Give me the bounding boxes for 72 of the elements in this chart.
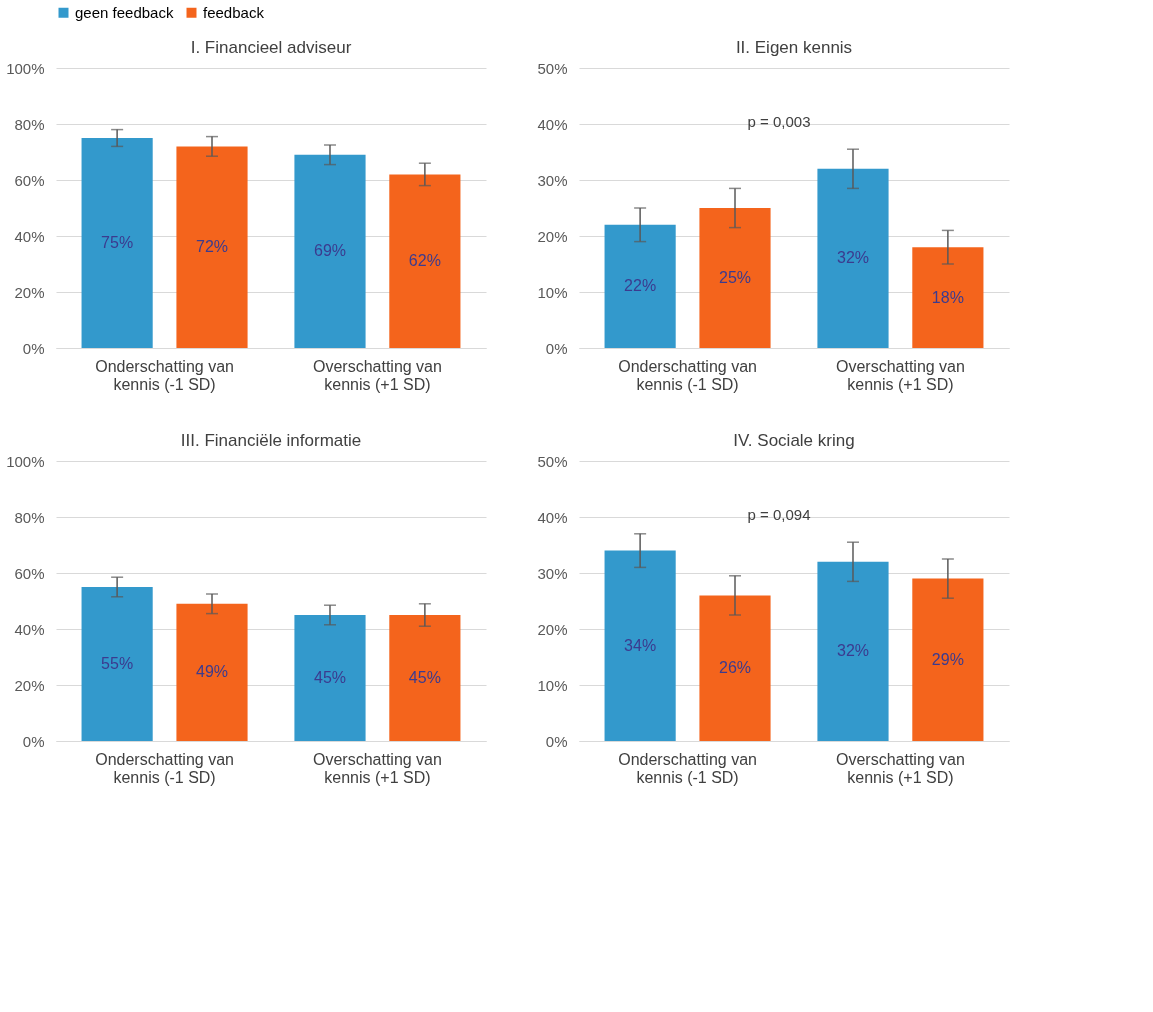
data-label: 69% (313, 242, 347, 260)
y-tick-label: 80% (14, 508, 45, 526)
data-label: 49% (195, 663, 229, 681)
data-label: 26% (718, 659, 752, 677)
data-label: 25% (718, 269, 752, 286)
y-tick-label: 10% (537, 676, 568, 694)
data-label: 32% (836, 642, 870, 660)
legend-label: geen feedback (75, 3, 174, 21)
data-label: 18% (931, 288, 964, 306)
bar (176, 146, 248, 348)
y-tick-label: 50% (537, 59, 568, 77)
y-tick-label: 20% (537, 227, 568, 245)
y-tick-label: 40% (537, 508, 568, 526)
bar (294, 154, 366, 348)
x-tick-label: Onderschatting van kennis (-1 SD) (95, 357, 234, 393)
chart-title: I. Financieel adviseur (190, 38, 352, 57)
bar (912, 247, 984, 348)
data-label: 72% (195, 238, 229, 256)
y-tick-label: 20% (14, 676, 45, 694)
data-label: 75% (101, 234, 134, 251)
x-tick-label: Overschatting van kennis (+1 SD) (835, 357, 965, 393)
y-tick-label: 100% (6, 59, 45, 77)
y-tick-label: 30% (537, 171, 568, 189)
y-tick-label: 100% (6, 452, 45, 470)
y-tick-label: 50% (537, 452, 568, 470)
x-tick-label: Onderschatting van kennis (-1 SD) (618, 750, 757, 786)
bar (604, 550, 676, 741)
x-tick-label: Overschatting van kennis (+1 SD) (312, 750, 442, 786)
bar (389, 615, 461, 741)
x-tick-label: Onderschatting van kennis (-1 SD) (95, 750, 234, 786)
y-tick-label: 0% (545, 732, 568, 750)
y-tick-label: 80% (14, 115, 45, 133)
bar (81, 138, 153, 348)
x-tick-label: Overschatting van kennis (+1 SD) (835, 750, 965, 786)
y-tick-label: 0% (545, 339, 568, 357)
data-label: 32% (836, 249, 870, 267)
bar (912, 578, 984, 741)
y-tick-label: 60% (14, 171, 45, 189)
y-tick-label: 60% (14, 564, 45, 582)
y-tick-label: 30% (537, 564, 568, 582)
bar (389, 174, 461, 348)
bar (176, 603, 248, 741)
y-tick-label: 40% (14, 620, 45, 638)
legend-label: feedback (203, 3, 265, 21)
y-tick-label: 40% (14, 227, 45, 245)
data-label: 45% (408, 669, 441, 686)
y-tick-label: 0% (22, 339, 45, 357)
y-tick-label: 20% (14, 283, 45, 301)
bar (699, 595, 771, 741)
bar (817, 168, 889, 348)
chart-title: IV. Sociale kring (733, 431, 855, 450)
data-label: 22% (624, 277, 657, 295)
bar (604, 224, 676, 348)
x-tick-label: Overschatting van kennis (+1 SD) (312, 357, 442, 393)
chart-title: II. Eigen kennis (735, 38, 853, 57)
annotation: p = 0,003 (747, 113, 811, 130)
y-tick-label: 10% (537, 283, 568, 301)
annotation: p = 0,094 (747, 506, 811, 523)
data-label: 45% (313, 669, 347, 686)
y-tick-label: 40% (537, 115, 568, 133)
chart-title: III. Financiële informatie (180, 431, 362, 450)
x-tick-label: Onderschatting van kennis (-1 SD) (618, 357, 757, 393)
bar (81, 587, 153, 741)
data-label: 29% (931, 650, 964, 668)
data-label: 62% (408, 252, 441, 270)
bar (817, 561, 889, 741)
y-tick-label: 0% (22, 732, 45, 750)
data-label: 55% (101, 655, 134, 672)
data-label: 34% (624, 636, 657, 654)
bar (294, 615, 366, 741)
y-tick-label: 20% (537, 620, 568, 638)
bar (699, 208, 771, 348)
